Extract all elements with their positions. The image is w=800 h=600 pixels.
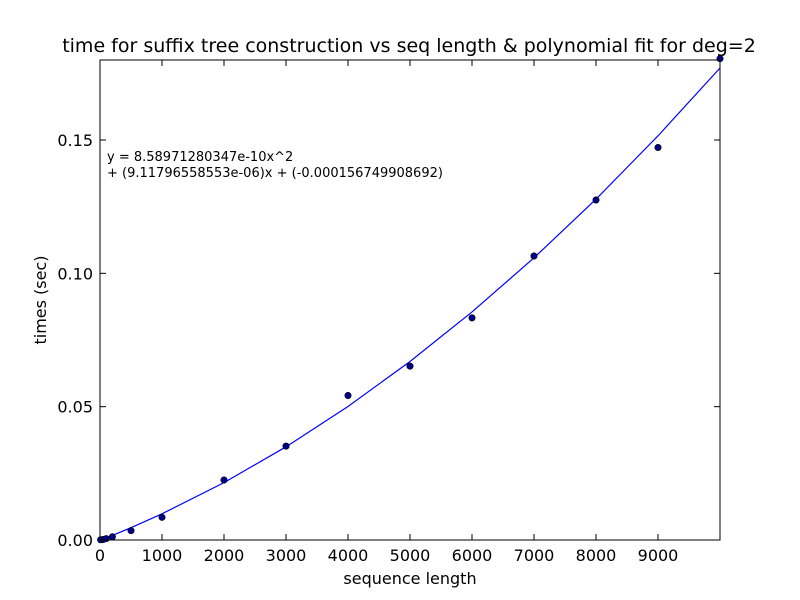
y-tick-label: 0.05 <box>57 398 93 417</box>
data-point <box>654 143 662 151</box>
data-point <box>158 513 166 521</box>
x-tick-label: 4000 <box>328 546 369 565</box>
y-tick-label: 0.15 <box>57 131 93 150</box>
x-tick-label: 9000 <box>638 546 679 565</box>
y-axis-label: times (sec) <box>31 255 50 344</box>
data-point <box>220 476 228 484</box>
y-tick-label: 0.00 <box>57 531 93 550</box>
x-axis-label: sequence length <box>343 569 476 588</box>
data-point <box>108 533 116 541</box>
data-point <box>344 391 352 399</box>
x-tick-label: 6000 <box>452 546 493 565</box>
chart-title: time for suffix tree construction vs seq… <box>62 35 756 57</box>
data-point <box>468 314 476 322</box>
y-tick-label: 0.10 <box>57 264 93 283</box>
x-tick-label: 5000 <box>390 546 431 565</box>
x-tick-label: 1000 <box>142 546 183 565</box>
x-tick-label: 2000 <box>204 546 245 565</box>
data-point <box>592 196 600 204</box>
data-point <box>530 252 538 260</box>
x-tick-label: 0 <box>95 546 105 565</box>
x-tick-label: 8000 <box>576 546 617 565</box>
fit-equation-line-1: y = 8.58971280347e-10x^2 <box>107 150 293 165</box>
data-point <box>282 442 290 450</box>
x-tick-label: 7000 <box>514 546 555 565</box>
data-point <box>102 535 110 543</box>
fit-equation-line-2: + (9.11796558553e-06)x + (-0.00015674990… <box>107 166 443 181</box>
x-tick-label: 3000 <box>266 546 307 565</box>
data-point <box>406 362 414 370</box>
plot-area: 0 1000 2000 3000 4000 5000 6000 7000 8000 9000 0.0… <box>57 55 724 565</box>
data-point <box>127 527 135 535</box>
